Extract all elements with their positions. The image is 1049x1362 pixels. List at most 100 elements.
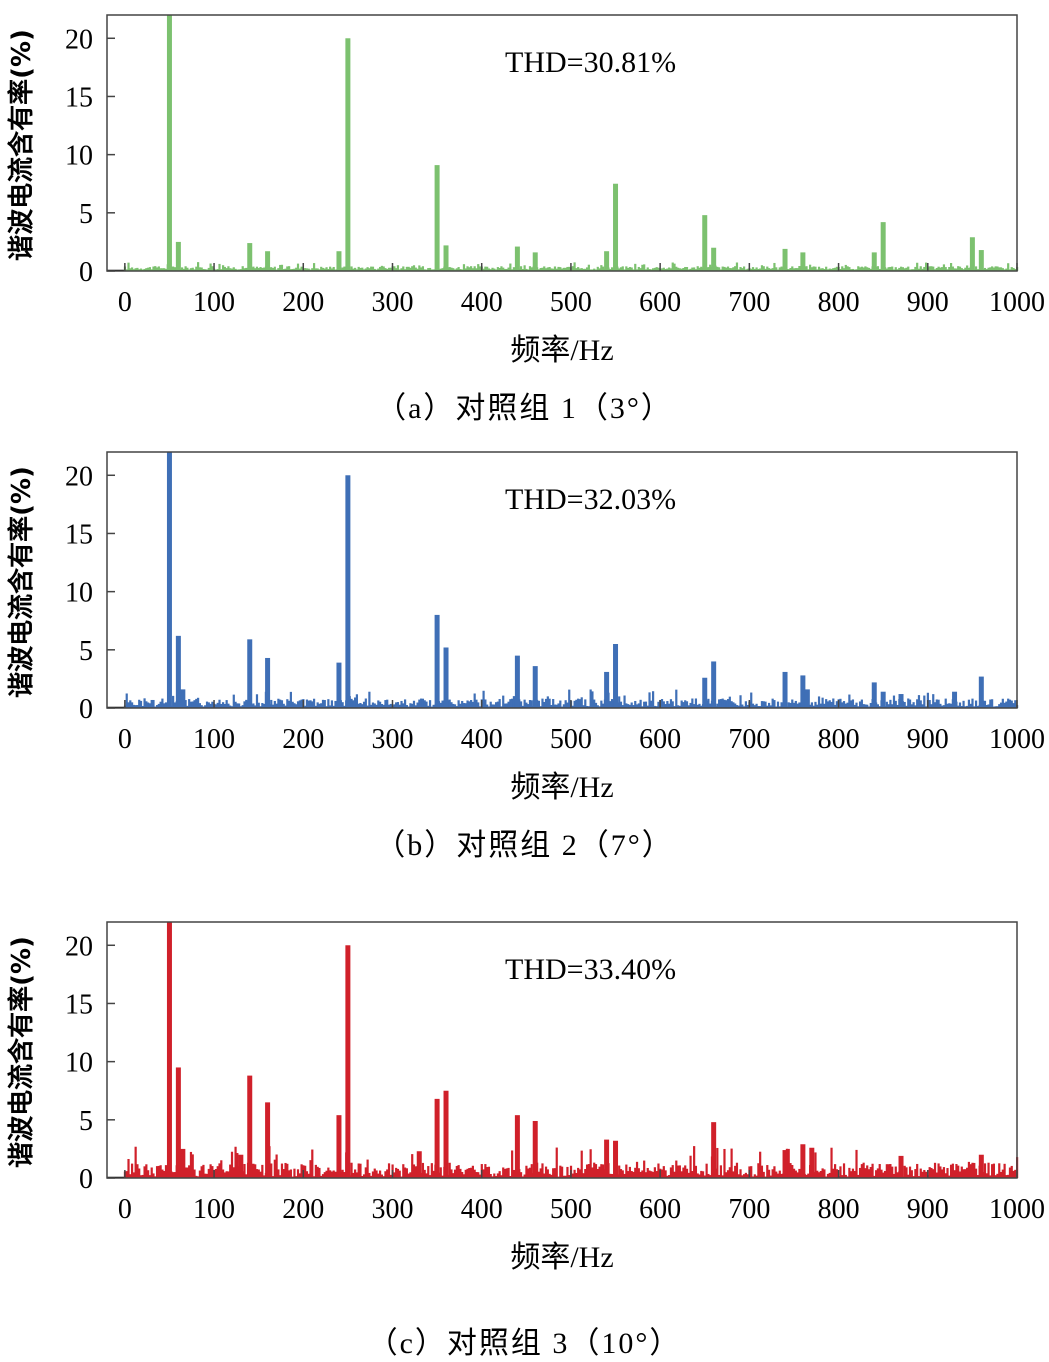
noise-bar: [300, 699, 303, 708]
noise-bar: [957, 1165, 960, 1178]
noise-bar: [314, 268, 317, 271]
noise-bar: [709, 1175, 712, 1178]
noise-bar: [646, 1167, 649, 1178]
noise-bar: [172, 1172, 175, 1178]
noise-bar: [741, 704, 744, 708]
noise-bar: [161, 698, 164, 708]
noise-bar: [994, 706, 997, 708]
noise-bar: [716, 703, 719, 708]
noise-bar: [550, 268, 553, 271]
noise-bar: [666, 268, 669, 271]
noise-bar: [519, 266, 523, 271]
noise-bar: [329, 266, 332, 271]
noise-bar: [527, 269, 530, 271]
noise-bar: [860, 266, 863, 271]
noise-bar: [330, 1171, 334, 1178]
noise-bar: [817, 1172, 821, 1178]
noise-bar: [1007, 263, 1010, 271]
noise-bar: [789, 267, 792, 271]
noise-bar: [787, 1148, 790, 1178]
noise-bar: [530, 267, 533, 271]
noise-bar: [923, 695, 926, 708]
noise-bar: [412, 1164, 416, 1178]
noise-bar: [330, 268, 334, 271]
noise-bar: [198, 703, 201, 708]
noise-bar: [327, 699, 330, 708]
noise-bar: [398, 1170, 401, 1178]
noise-bar: [680, 1171, 683, 1178]
noise-bar: [594, 702, 598, 708]
noise-bar: [189, 701, 193, 708]
noise-bar: [503, 703, 507, 708]
noise-bar: [685, 701, 689, 708]
noise-bar: [643, 1160, 646, 1178]
noise-bar: [232, 267, 235, 271]
noise-bar: [432, 269, 435, 271]
noise-bar: [673, 263, 676, 271]
noise-bar: [507, 1167, 510, 1178]
noise-bar: [386, 699, 389, 708]
noise-bar: [428, 700, 432, 708]
harmonic-bar: [532, 252, 538, 271]
noise-bar: [305, 699, 309, 708]
noise-bar: [414, 705, 417, 708]
thd-annotation: THD=30.81%: [505, 46, 676, 79]
noise-bar: [582, 268, 585, 271]
noise-bar: [726, 699, 730, 708]
noise-bar: [589, 269, 592, 271]
noise-bar: [254, 268, 257, 271]
noise-bar: [958, 702, 962, 708]
harmonic-bar: [336, 1115, 342, 1178]
noise-bar: [325, 1170, 328, 1178]
noise-bar: [842, 701, 846, 708]
noise-bar: [234, 701, 237, 708]
noise-bar: [368, 1172, 371, 1178]
noise-bar: [996, 706, 999, 708]
noise-bar: [759, 1151, 762, 1178]
noise-bar: [502, 267, 505, 271]
noise-bar: [925, 262, 928, 271]
noise-bar: [389, 267, 392, 271]
noise-bar: [218, 1163, 221, 1178]
noise-bar: [364, 268, 367, 271]
noise-bar: [767, 268, 771, 271]
noise-bar: [277, 1169, 280, 1178]
noise-bar: [325, 706, 328, 708]
noise-bar: [148, 703, 152, 708]
noise-bar: [473, 693, 476, 708]
noise-bar: [223, 266, 226, 271]
noise-bar: [525, 268, 528, 271]
noise-bar: [252, 1163, 255, 1178]
noise-bar: [355, 1172, 359, 1178]
y-ticks: 0 5 10 15 20: [65, 24, 115, 288]
noise-bar: [662, 701, 665, 708]
noise-bar: [989, 267, 992, 271]
noise-bar: [999, 267, 1003, 271]
noise-bar: [652, 1171, 655, 1178]
noise-bar: [696, 266, 699, 271]
noise-bar: [277, 698, 280, 708]
x-tick-label: 200: [282, 287, 324, 318]
noise-bar: [482, 268, 485, 271]
noise-bar: [259, 267, 262, 271]
noise-bar: [323, 268, 326, 271]
x-tick-label: 0: [118, 724, 132, 755]
noise-bar: [732, 267, 735, 271]
noise-bar: [505, 1168, 508, 1178]
noise-bar: [932, 694, 935, 708]
noise-bar: [544, 1166, 548, 1178]
noise-bar: [723, 266, 726, 271]
noise-bar: [218, 699, 221, 708]
noise-bar: [455, 1165, 458, 1178]
noise-bar: [778, 706, 781, 708]
noise-bar: [625, 1164, 628, 1178]
noise-bar: [669, 1167, 673, 1178]
y-tick-label: 5: [79, 199, 93, 230]
noise-bar: [407, 266, 410, 271]
noise-bar: [261, 1164, 264, 1178]
noise-bar: [1001, 1169, 1004, 1178]
noise-bar: [475, 1172, 478, 1178]
noise-bar: [255, 694, 259, 708]
noise-bar: [494, 269, 498, 271]
noise-bar: [966, 1167, 969, 1178]
